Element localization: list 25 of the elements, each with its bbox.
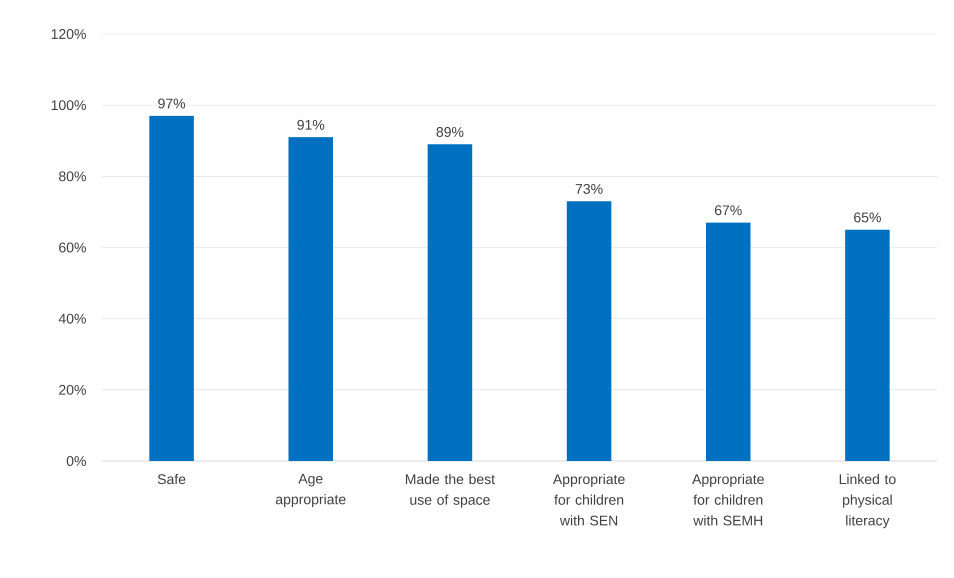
bar	[428, 144, 472, 461]
data-label: 89%	[436, 127, 464, 137]
data-label: 91%	[297, 120, 324, 130]
x-tick-label: Linked to physical literacy	[840, 474, 896, 528]
data-label: 97%	[158, 98, 186, 108]
data-label: 73%	[576, 184, 603, 194]
bar	[288, 137, 334, 461]
y-tick-label: 40%	[58, 314, 86, 324]
x-tick-label: Appropriate for children with SEMH	[692, 474, 764, 526]
bar	[566, 201, 612, 461]
y-tick-label: 120%	[52, 29, 86, 39]
x-tick-label: Age appropriate	[276, 474, 346, 508]
bar	[706, 222, 751, 461]
data-label: 65%	[854, 212, 881, 222]
y-tick-label: 20%	[59, 384, 86, 395]
bar	[845, 230, 890, 461]
y-tick-label: 60%	[59, 242, 86, 252]
x-tick-label: Made the best use of space	[406, 474, 495, 508]
x-tick-label: Appropriate for children with SEN	[552, 474, 625, 526]
x-tick-label: Safe	[158, 474, 186, 484]
bar	[149, 116, 194, 461]
data-label: 67%	[714, 205, 742, 216]
y-tick-label: 0%	[66, 456, 86, 466]
y-tick-label: 100%	[52, 100, 86, 110]
y-tick-label: 80%	[59, 171, 86, 182]
